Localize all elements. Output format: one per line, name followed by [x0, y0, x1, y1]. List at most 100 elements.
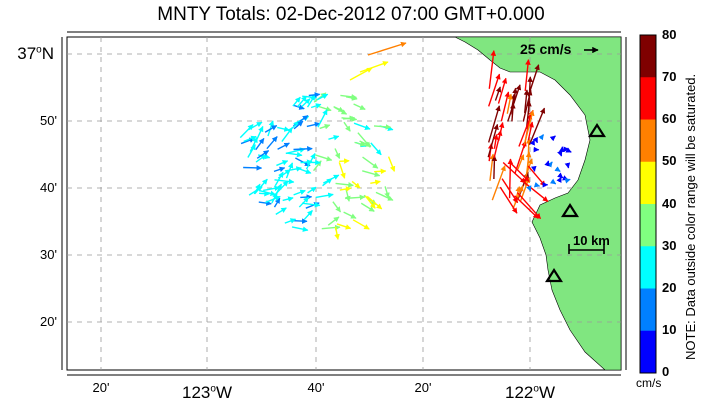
distance-scale-bar	[568, 244, 605, 254]
current-vector-arrow-icon	[297, 95, 308, 108]
y-tick-50: 50'	[40, 113, 57, 128]
current-vector-arrow-icon	[315, 154, 333, 162]
current-vector-arrow-icon	[512, 87, 518, 103]
current-vector-arrow-icon	[527, 64, 540, 97]
current-vector-arrow-icon	[531, 165, 537, 172]
colorbar-tick-10: 10	[662, 322, 677, 337]
current-vector-arrow-icon	[533, 182, 541, 188]
distance-scale-label: 10 km	[573, 233, 610, 248]
current-vector-arrow-icon	[254, 178, 268, 195]
current-vector-arrow-icon	[359, 61, 389, 73]
current-vector-arrow-icon	[284, 218, 297, 224]
current-vector-arrow-icon	[487, 123, 499, 158]
current-vector-arrow-icon	[290, 166, 302, 172]
current-vector-arrow-icon	[265, 195, 281, 204]
colorbar-tick-50: 50	[662, 153, 677, 168]
current-vector-arrow-icon	[332, 201, 342, 213]
current-vector-arrow-icon	[373, 124, 392, 130]
current-vector-arrow-icon	[558, 146, 565, 153]
current-vector-arrow-icon	[527, 121, 534, 141]
current-vector-arrow-icon	[336, 223, 352, 230]
x-tick-20b: 20'	[414, 380, 432, 395]
current-vector-arrow-icon	[510, 162, 530, 182]
plot-frame	[66, 36, 622, 371]
current-vector-arrow-icon	[292, 96, 301, 107]
current-vector-arrow-icon	[338, 162, 346, 179]
current-vector-arrow-icon	[243, 135, 257, 143]
current-vector-arrow-icon	[488, 73, 501, 107]
current-vector-arrow-icon	[306, 121, 321, 128]
current-vector-arrow-icon	[264, 124, 278, 133]
current-vector-arrow-icon	[353, 103, 366, 111]
colorbar-band	[640, 204, 656, 247]
current-vector-arrow-icon	[274, 178, 295, 185]
current-vector-arrow-icon	[517, 154, 525, 170]
current-vector-arrow-icon	[370, 179, 381, 186]
current-vector-arrow-icon	[370, 142, 382, 156]
current-vector-arrow-icon	[322, 174, 340, 184]
y-tick-40: 40'	[40, 180, 57, 195]
current-vector-arrow-icon	[565, 147, 572, 153]
colorbar-band	[640, 35, 656, 78]
current-vector-arrow-icon	[526, 185, 532, 192]
current-vector-arrow-icon	[293, 104, 305, 110]
current-vector-arrow-icon	[384, 186, 390, 199]
colorbar-tick-70: 70	[662, 69, 677, 84]
current-vector-arrow-icon	[255, 137, 265, 151]
current-vector-arrow-icon	[556, 176, 562, 183]
current-vector-arrow-icon	[493, 134, 499, 149]
current-vector-arrow-icon	[256, 125, 264, 140]
current-vector-arrow-icon	[308, 92, 321, 98]
current-vector-arrow-icon	[271, 192, 278, 204]
y-tick-37n: 37oN	[17, 44, 54, 63]
colorbar-tick-60: 60	[662, 111, 677, 126]
current-vector-arrow-icon	[532, 136, 539, 144]
current-vector-arrow-icon	[357, 132, 371, 148]
current-vector-arrow-icon	[303, 210, 313, 220]
land-mass	[454, 36, 622, 371]
saturation-note: NOTE: Data outside color range will be s…	[683, 73, 698, 360]
current-vector-arrow-icon	[538, 134, 545, 141]
current-vector-arrow-icon	[291, 226, 309, 232]
current-vector-arrow-icon	[349, 67, 373, 81]
current-vector-arrow-icon	[277, 169, 291, 179]
current-vector-arrow-icon	[273, 166, 286, 173]
current-vector-arrow-icon	[374, 168, 387, 175]
x-tick-20a: 20'	[92, 380, 110, 395]
current-vector-arrow-icon	[549, 135, 556, 142]
current-vector-arrow-icon	[491, 155, 498, 179]
colorbar-band	[640, 288, 656, 332]
current-vector-arrow-icon	[321, 224, 341, 231]
current-vector-arrow-icon	[366, 195, 383, 210]
current-vector-arrow-icon	[502, 162, 526, 184]
current-vector-arrow-icon	[360, 202, 375, 212]
current-vector-arrow-icon	[523, 89, 530, 113]
current-vector-arrow-icon	[524, 158, 533, 179]
colorbar-band	[640, 161, 656, 205]
current-vector-arrow-icon	[527, 76, 533, 115]
current-vector-arrow-icon	[514, 195, 539, 219]
current-vector-arrow-icon	[500, 91, 510, 122]
current-vector-arrow-icon	[259, 190, 270, 197]
y-tick-20: 20'	[40, 314, 57, 329]
current-vector-arrow-icon	[286, 151, 303, 158]
colorbar	[640, 35, 656, 374]
current-vector-arrow-icon	[343, 115, 356, 122]
current-vector-arrow-icon	[518, 109, 534, 147]
current-vector-arrow-icon	[501, 178, 519, 204]
current-vector-arrow-icon	[507, 84, 522, 122]
current-vector-arrow-icon	[343, 121, 351, 132]
current-vector-arrow-icon	[352, 219, 370, 230]
x-tick-40: 40'	[307, 380, 325, 395]
current-vector-arrow-icon	[499, 186, 518, 214]
current-vector-arrow-icon	[277, 126, 290, 132]
current-vector-arrow-icon	[493, 129, 503, 158]
current-vector-arrow-icon	[339, 158, 350, 164]
current-vector-arrow-icon	[301, 202, 321, 208]
current-vector-arrow-icon	[293, 189, 306, 196]
current-vector-arrow-icon	[275, 207, 287, 215]
current-vector-arrow-icon	[255, 154, 267, 163]
current-vector-arrow-icon	[506, 93, 513, 114]
current-vector-arrow-icon	[523, 109, 535, 145]
current-vector-arrow-icon	[327, 216, 340, 226]
